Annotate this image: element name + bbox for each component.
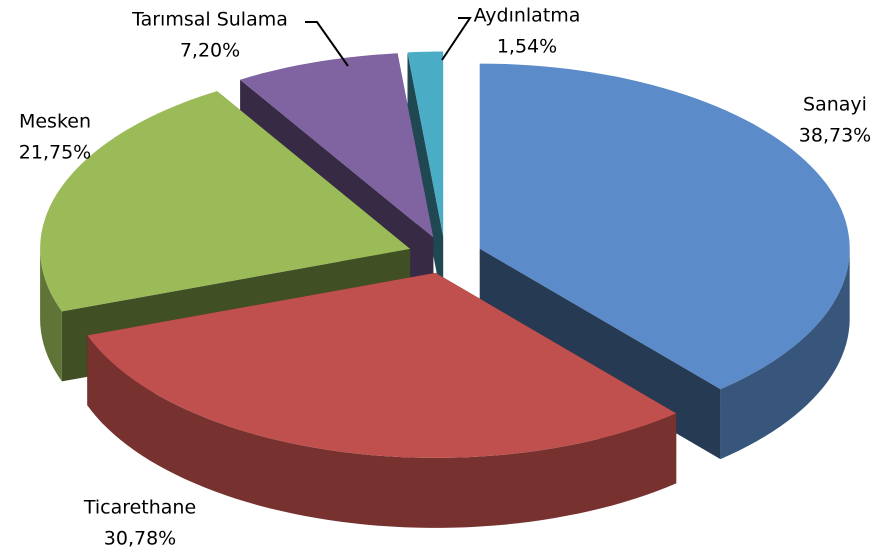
leader-line	[441, 17, 472, 61]
slice-wall	[720, 248, 850, 460]
leader-line	[305, 21, 349, 67]
slice-value-label: 21,75%	[19, 142, 91, 164]
slice-value-label: 38,73%	[799, 125, 871, 147]
slice-label: Tarımsal Sulama	[131, 9, 288, 31]
slice	[87, 272, 677, 458]
slice-label: Aydınlatma	[474, 5, 581, 27]
slice-side	[407, 52, 444, 307]
slice	[40, 91, 411, 312]
slice-label: Ticarethane	[83, 497, 196, 519]
slice	[407, 51, 444, 237]
slice-label: Mesken	[19, 111, 91, 133]
slice-value-label: 1,54%	[497, 36, 557, 58]
slice-value-label: 7,20%	[180, 40, 240, 62]
slice-value-label: 30,78%	[104, 528, 176, 550]
slice	[479, 63, 850, 390]
slice-label: Sanayi	[803, 94, 867, 116]
slice-wall	[40, 248, 62, 382]
slice-wall	[87, 335, 677, 528]
slice	[240, 53, 434, 238]
